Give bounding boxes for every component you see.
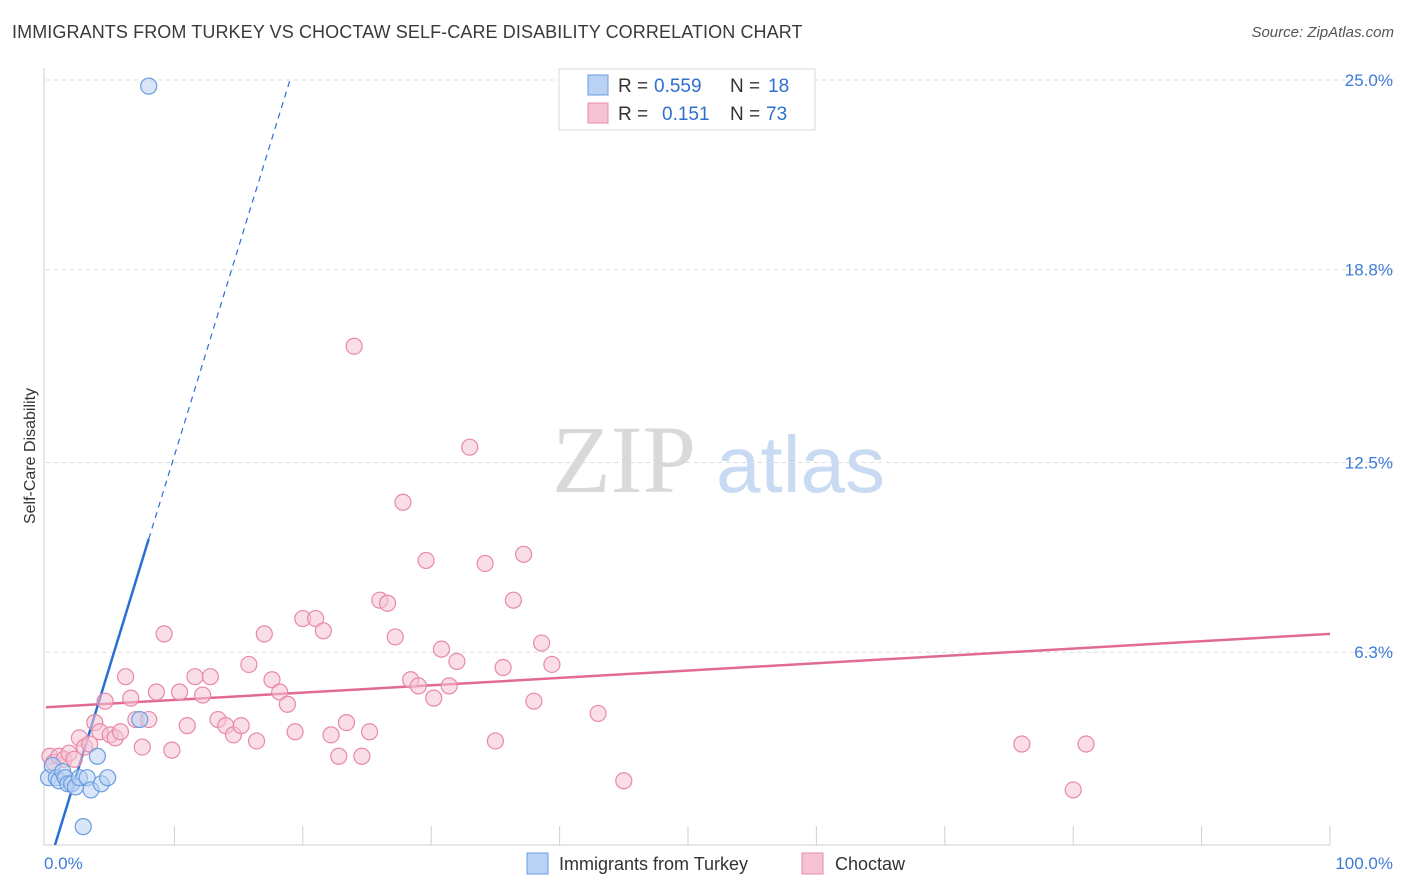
stats-legend: R = 0.559 N = 18 R = 0.151 N = 73 bbox=[558, 68, 816, 131]
point-choctaw bbox=[322, 726, 340, 744]
gridlines bbox=[46, 79, 1394, 653]
axes bbox=[43, 68, 1331, 846]
point-choctaw bbox=[330, 747, 348, 765]
point-choctaw bbox=[533, 634, 551, 652]
legend-r-value: 0.151 bbox=[662, 104, 710, 125]
point-choctaw bbox=[353, 747, 371, 765]
point-turkey bbox=[74, 818, 92, 836]
point-choctaw bbox=[425, 689, 443, 707]
legend-swatch-turkey bbox=[587, 74, 609, 96]
point-choctaw bbox=[263, 671, 281, 689]
point-choctaw bbox=[360, 723, 379, 741]
point-choctaw bbox=[286, 723, 304, 741]
point-choctaw bbox=[122, 689, 140, 707]
y-tick-label: 18.8% bbox=[1345, 261, 1393, 280]
legend-n-value: 73 bbox=[766, 104, 787, 125]
x-tick-label: 100.0% bbox=[1335, 854, 1393, 873]
point-choctaw bbox=[525, 692, 543, 710]
point-choctaw bbox=[476, 554, 494, 573]
point-turkey bbox=[99, 769, 117, 787]
point-choctaw bbox=[314, 622, 332, 640]
point-choctaw bbox=[337, 713, 356, 732]
point-choctaw bbox=[448, 652, 466, 671]
trend-lines bbox=[45, 79, 1331, 845]
legend-series-name: Choctaw bbox=[835, 854, 906, 874]
point-choctaw bbox=[504, 591, 522, 609]
point-choctaw bbox=[178, 717, 196, 735]
point-choctaw bbox=[278, 695, 296, 713]
point-choctaw bbox=[194, 686, 212, 704]
point-choctaw bbox=[1077, 735, 1095, 753]
data-points bbox=[39, 77, 1095, 836]
point-choctaw bbox=[440, 677, 458, 695]
point-choctaw bbox=[117, 668, 135, 686]
trend-line-choctaw bbox=[45, 632, 1331, 709]
point-choctaw bbox=[543, 655, 561, 674]
point-choctaw bbox=[147, 683, 166, 701]
point-choctaw bbox=[186, 668, 204, 686]
point-choctaw bbox=[461, 438, 479, 456]
y-tick-label: 6.3% bbox=[1354, 643, 1393, 662]
point-choctaw bbox=[271, 683, 289, 701]
point-choctaw bbox=[494, 658, 512, 677]
point-choctaw bbox=[133, 738, 151, 756]
point-choctaw bbox=[515, 545, 533, 563]
legend-r-label: R = bbox=[618, 104, 648, 125]
point-choctaw bbox=[155, 625, 173, 643]
point-choctaw bbox=[170, 683, 189, 701]
point-choctaw bbox=[232, 717, 250, 735]
x-tick-label: 0.0% bbox=[44, 854, 83, 873]
watermark-atlas: atlas bbox=[716, 420, 885, 509]
trend-line-turkey-extension bbox=[148, 79, 291, 540]
legend-series-name: Immigrants from Turkey bbox=[559, 854, 748, 874]
point-choctaw bbox=[432, 640, 451, 658]
watermark-zip: ZIP bbox=[552, 406, 696, 513]
point-choctaw bbox=[1064, 781, 1082, 799]
point-choctaw bbox=[240, 655, 258, 674]
point-choctaw bbox=[307, 609, 325, 628]
point-choctaw bbox=[589, 704, 607, 723]
y-tick-label: 12.5% bbox=[1345, 454, 1393, 473]
point-choctaw bbox=[96, 692, 114, 710]
chart-title: IMMIGRANTS FROM TURKEY VS CHOCTAW SELF-C… bbox=[12, 22, 803, 42]
point-choctaw bbox=[1013, 735, 1031, 753]
legend-n-label: N = bbox=[730, 76, 760, 97]
point-choctaw bbox=[163, 741, 181, 759]
point-choctaw bbox=[378, 594, 397, 612]
point-choctaw bbox=[345, 337, 363, 355]
point-choctaw bbox=[486, 732, 504, 750]
legend-n-value: 18 bbox=[768, 76, 789, 97]
point-choctaw bbox=[394, 493, 412, 511]
tick-labels: 6.3% 12.5% 18.8% 25.0% 0.0% 100.0% bbox=[44, 71, 1393, 873]
point-choctaw bbox=[81, 735, 99, 753]
point-choctaw bbox=[247, 732, 266, 750]
legend-r-value: 0.559 bbox=[654, 76, 702, 97]
point-choctaw bbox=[201, 668, 219, 686]
legend-swatch-turkey bbox=[526, 852, 549, 875]
point-turkey bbox=[131, 710, 149, 729]
legend-swatch-choctaw bbox=[587, 102, 609, 124]
trend-line-turkey bbox=[53, 538, 150, 845]
y-tick-label: 25.0% bbox=[1345, 71, 1393, 90]
source-credit: Source: ZipAtlas.com bbox=[1251, 24, 1394, 41]
point-choctaw bbox=[386, 628, 404, 646]
point-choctaw bbox=[65, 750, 83, 768]
point-turkey bbox=[140, 77, 158, 95]
legend-r-label: R = bbox=[618, 76, 648, 97]
point-choctaw bbox=[417, 551, 435, 570]
point-choctaw bbox=[409, 677, 427, 695]
point-choctaw bbox=[255, 625, 273, 643]
series-legend: Immigrants from Turkey Choctaw bbox=[526, 852, 906, 875]
legend-n-label: N = bbox=[730, 104, 760, 125]
point-choctaw bbox=[615, 772, 633, 790]
legend-swatch-choctaw bbox=[801, 852, 824, 875]
y-axis-label: Self-Care Disability bbox=[22, 388, 39, 524]
point-choctaw bbox=[111, 723, 130, 741]
point-turkey bbox=[88, 747, 106, 765]
